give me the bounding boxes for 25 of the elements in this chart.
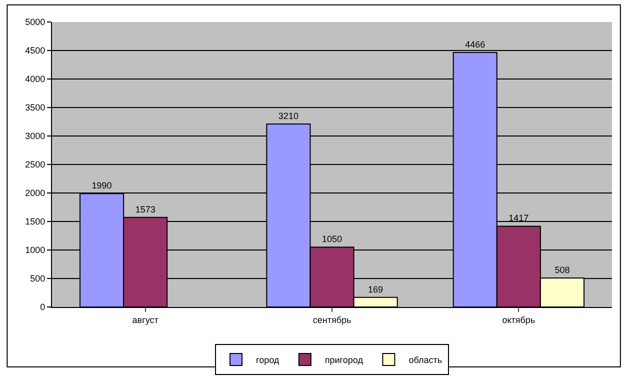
legend-label: область (408, 355, 442, 366)
y-tick-label: 4000 (25, 74, 46, 84)
x-tick-label: октябрь (502, 314, 536, 325)
y-tick-label: 500 (30, 274, 46, 284)
data-label: 1417 (508, 213, 529, 224)
y-tick-label: 1000 (25, 245, 46, 256)
y-tick-label: 3500 (25, 102, 46, 113)
data-label: 169 (368, 284, 384, 294)
y-tick-label: 5000 (25, 17, 46, 28)
legend-label: город (256, 355, 280, 366)
y-tick-label: 1500 (25, 216, 46, 227)
legend-label: пригород (324, 355, 364, 366)
y-tick-label: 2500 (25, 160, 46, 170)
x-tick-label: август (132, 314, 158, 325)
data-label: 1050 (322, 234, 342, 244)
data-label: 508 (554, 265, 570, 276)
y-tick-label: 0 (40, 302, 46, 312)
x-tick-label: сентябрь (312, 314, 352, 325)
y-tick-label: 3000 (25, 131, 46, 142)
data-label: 4466 (465, 39, 486, 50)
data-label: 1990 (92, 180, 112, 191)
data-label: 1573 (135, 204, 156, 214)
y-tick-label: 2000 (25, 188, 46, 198)
data-label: 3210 (278, 111, 298, 122)
y-tick-label: 4500 (25, 46, 46, 56)
